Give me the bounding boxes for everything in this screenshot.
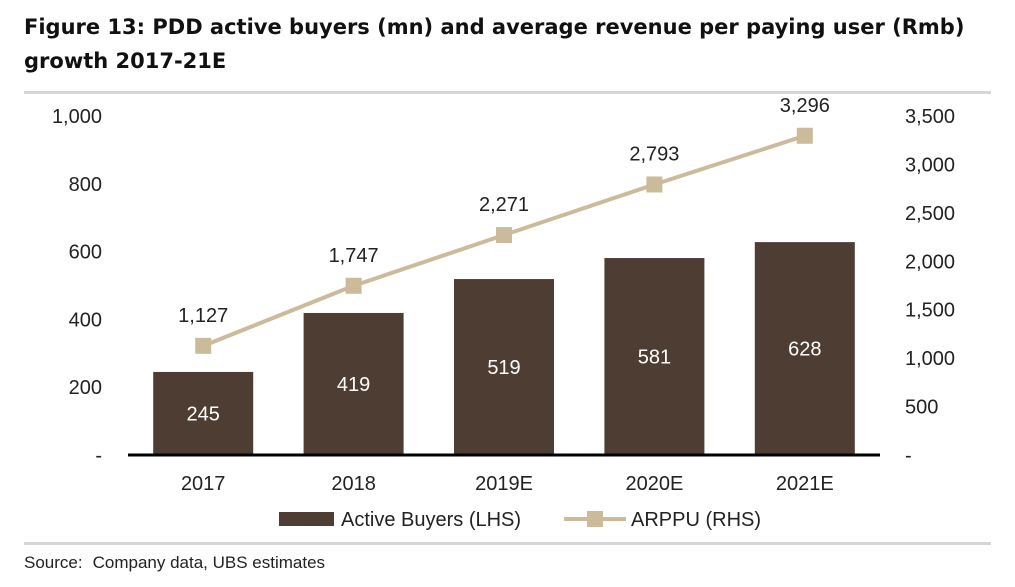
legend-label-active-buyers: Active Buyers (LHS) — [341, 509, 521, 531]
legend-swatch-arppu-marker — [587, 511, 603, 527]
bar-value-label: 628 — [788, 339, 821, 361]
x-axis-category-label: 2017 — [181, 473, 226, 495]
x-axis-category-label: 2020E — [625, 473, 683, 495]
source-note: Source: Company data, UBS estimates — [24, 553, 325, 573]
left-axis-tick-label: 200 — [69, 377, 102, 399]
left-axis-tick-label: 400 — [69, 309, 102, 331]
line-value-label: 1,747 — [329, 245, 379, 267]
right-axis-tick-label: 2,500 — [905, 203, 955, 225]
line-marker-arppu — [346, 278, 362, 294]
line-marker-arppu — [496, 227, 512, 243]
left-axis-tick-label: 800 — [69, 174, 102, 196]
line-marker-arppu — [646, 176, 662, 192]
bar-value-label: 519 — [487, 357, 520, 379]
right-axis-tick-label: 1,500 — [905, 300, 955, 322]
right-axis-tick-label: 3,000 — [905, 154, 955, 176]
line-marker-arppu — [797, 128, 813, 144]
right-axis-tick-label: 1,000 — [905, 348, 955, 370]
source-text: Company data, UBS estimates — [93, 553, 325, 572]
right-axis-tick-label: 2,000 — [905, 251, 955, 273]
line-value-label: 2,793 — [629, 143, 679, 165]
combo-chart: - 200 400 600 800 1,000 - 500 1,000 1,500 2,000 2,5… — [0, 0, 1015, 545]
legend-label-arppu: ARPPU (RHS) — [631, 509, 761, 531]
line-marker-arppu — [195, 338, 211, 354]
right-axis-tick-label: - — [905, 445, 912, 467]
source-label: Source: — [24, 553, 83, 572]
bottom-divider — [24, 542, 991, 545]
x-axis-category-label: 2018 — [331, 473, 376, 495]
bar-value-label: 245 — [187, 403, 220, 425]
right-axis-tick-label: 3,500 — [905, 106, 955, 128]
left-axis-tick-label: 600 — [69, 242, 102, 264]
line-value-label: 2,271 — [479, 194, 529, 216]
left-axis-tick-label: 1,000 — [52, 106, 102, 128]
x-axis-category-label: 2019E — [475, 473, 533, 495]
left-axis-tick-label: - — [95, 445, 102, 467]
x-axis-category-label: 2021E — [776, 473, 834, 495]
bar-value-label: 581 — [638, 347, 671, 369]
legend-swatch-active-buyers — [279, 512, 334, 526]
right-axis-tick-label: 500 — [905, 397, 938, 419]
line-value-label: 1,127 — [178, 305, 228, 327]
line-value-label: 3,296 — [780, 95, 830, 117]
bar-value-label: 419 — [337, 374, 370, 396]
